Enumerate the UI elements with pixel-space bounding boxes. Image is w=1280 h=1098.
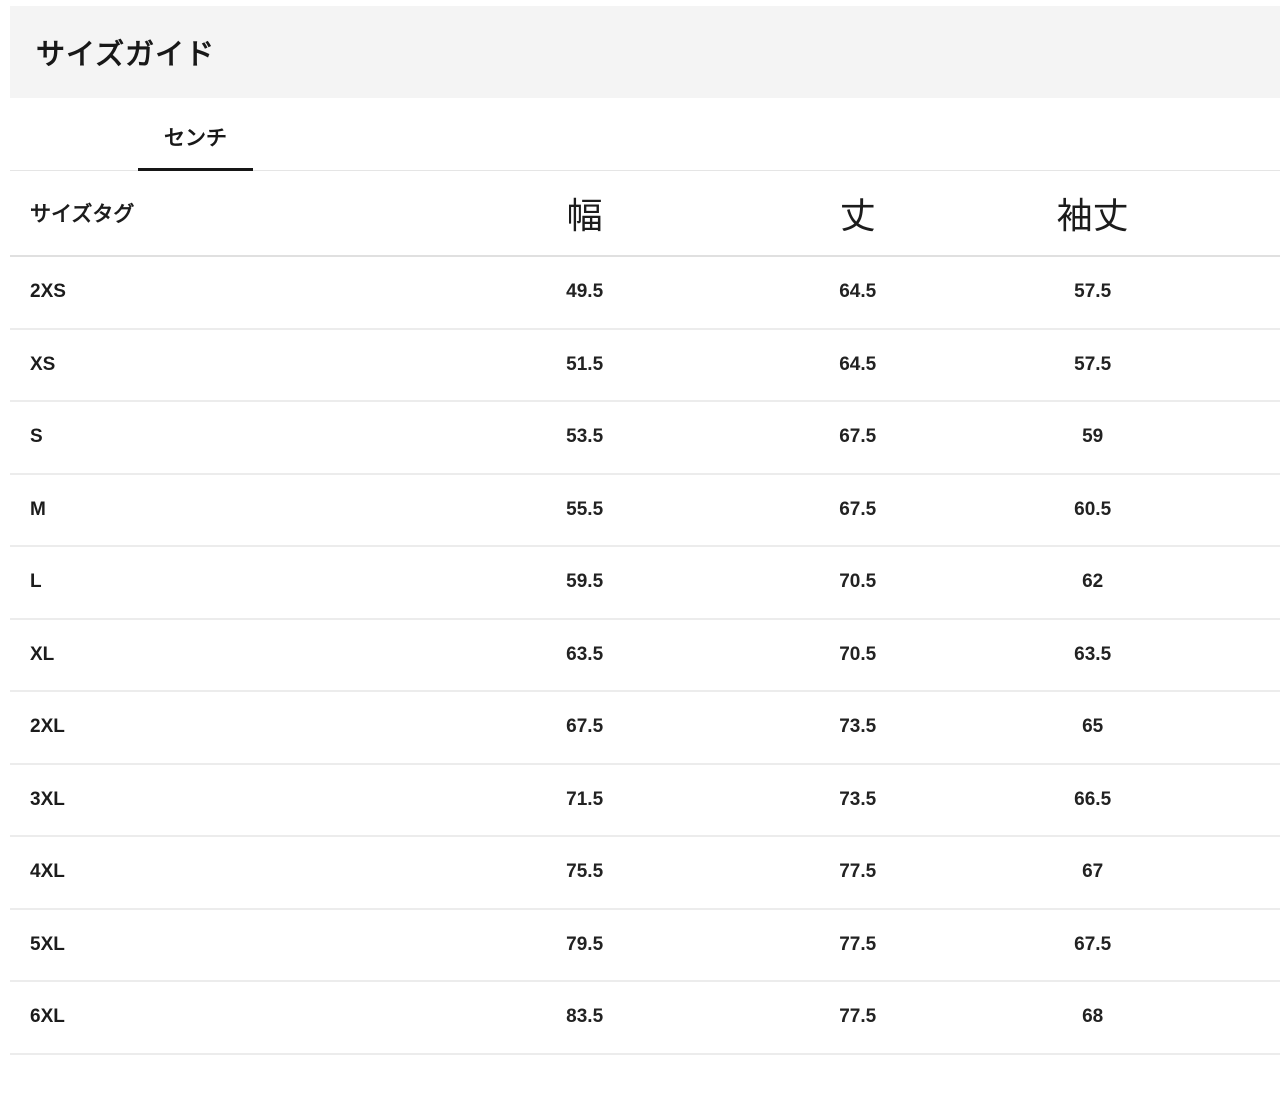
length-value: 64.5 <box>839 353 877 375</box>
sleeve-length-value: 66.5 <box>1074 788 1112 810</box>
width-value: 75.5 <box>566 861 604 883</box>
length-value: 77.5 <box>839 1006 877 1028</box>
width-value: 83.5 <box>566 1006 604 1028</box>
width-value: 79.5 <box>566 933 604 955</box>
column-header-spacer <box>1191 171 1280 257</box>
length-value: 64.5 <box>839 281 877 303</box>
length-value: 73.5 <box>839 716 877 738</box>
size-label: 5XL <box>30 933 65 955</box>
width-value: 67.5 <box>566 716 604 738</box>
width-value: 49.5 <box>566 281 604 303</box>
table-row: M 55.5 67.5 60.5 <box>10 473 1280 547</box>
size-table: サイズタグ 幅 丈 袖丈 2XS 49.5 64.5 57.5 XS 51.5 … <box>10 171 1280 1055</box>
size-label: XL <box>30 643 55 665</box>
length-value: 70.5 <box>839 571 877 593</box>
sleeve-length-value: 59 <box>1082 426 1104 448</box>
page-title: サイズガイド <box>36 39 216 71</box>
row-spacer <box>1191 764 1280 837</box>
table-row: 4XL 75.5 77.5 67 <box>10 836 1280 909</box>
sleeve-length-value: 60.5 <box>1074 498 1112 520</box>
width-value: 71.5 <box>566 788 604 810</box>
table-row: XL 63.5 70.5 63.5 <box>10 618 1280 692</box>
table-row: 5XL 79.5 77.5 67.5 <box>10 908 1280 982</box>
sleeve-length-value: 63.5 <box>1074 643 1112 665</box>
row-spacer <box>1191 329 1280 402</box>
size-label: S <box>30 426 43 448</box>
width-value: 53.5 <box>566 426 604 448</box>
row-spacer <box>1191 836 1280 909</box>
size-label: L <box>30 571 42 593</box>
size-label: 2XL <box>30 716 65 738</box>
length-value: 67.5 <box>839 426 877 448</box>
length-value: 77.5 <box>839 861 877 883</box>
row-spacer <box>1191 401 1280 474</box>
row-spacer <box>1191 256 1280 329</box>
table-row: 3XL 71.5 73.5 66.5 <box>10 763 1280 837</box>
size-label: XS <box>30 353 56 375</box>
sleeve-length-value: 57.5 <box>1074 353 1112 375</box>
sleeve-length-value: 65 <box>1082 716 1104 738</box>
size-table-header-row: サイズタグ 幅 丈 袖丈 <box>10 171 1280 257</box>
sleeve-length-value: 67.5 <box>1074 933 1112 955</box>
table-row: 6XL 83.5 77.5 68 <box>10 981 1280 1054</box>
row-spacer <box>1191 619 1280 692</box>
length-value: 67.5 <box>839 498 877 520</box>
size-label: 3XL <box>30 788 65 810</box>
sleeve-length-value: 67 <box>1082 861 1104 883</box>
sleeve-length-value: 68 <box>1082 1006 1104 1028</box>
width-value: 51.5 <box>566 353 604 375</box>
size-guide-header: サイズガイド <box>10 6 1280 98</box>
row-spacer <box>1191 909 1280 982</box>
size-label: 4XL <box>30 861 65 883</box>
size-label: 2XS <box>30 281 66 303</box>
column-header-length: 丈 <box>721 171 995 257</box>
sleeve-length-value: 57.5 <box>1074 281 1112 303</box>
tab-centimeters[interactable]: センチ <box>138 128 253 171</box>
width-value: 59.5 <box>566 571 604 593</box>
table-row: XS 51.5 64.5 57.5 <box>10 328 1280 402</box>
column-header-size-tag: サイズタグ <box>10 171 449 257</box>
sleeve-length-value: 62 <box>1082 571 1104 593</box>
row-spacer <box>1191 474 1280 547</box>
row-spacer <box>1191 691 1280 764</box>
size-label: M <box>30 498 46 520</box>
length-value: 77.5 <box>839 933 877 955</box>
row-spacer <box>1191 981 1280 1054</box>
length-value: 73.5 <box>839 788 877 810</box>
width-value: 63.5 <box>566 643 604 665</box>
table-row: S 53.5 67.5 59 <box>10 401 1280 474</box>
size-table-body: 2XS 49.5 64.5 57.5 XS 51.5 64.5 57.5 S 5… <box>10 256 1280 1054</box>
length-value: 70.5 <box>839 643 877 665</box>
width-value: 55.5 <box>566 498 604 520</box>
unit-tab-bar: センチ <box>10 98 1280 171</box>
size-label: 6XL <box>30 1006 65 1028</box>
column-header-width: 幅 <box>448 171 722 257</box>
row-spacer <box>1191 546 1280 619</box>
table-row: 2XL 67.5 73.5 65 <box>10 691 1280 764</box>
column-header-sleeve-length: 袖丈 <box>994 171 1192 257</box>
table-row: L 59.5 70.5 62 <box>10 546 1280 619</box>
table-row: 2XS 49.5 64.5 57.5 <box>10 256 1280 329</box>
